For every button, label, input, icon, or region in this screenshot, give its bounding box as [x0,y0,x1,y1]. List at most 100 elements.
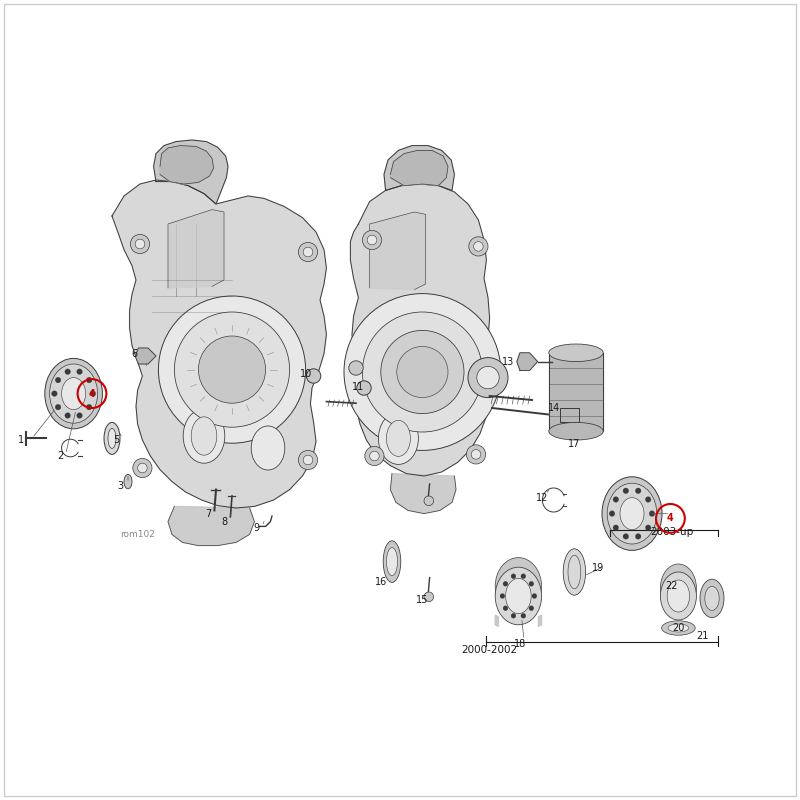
Ellipse shape [55,378,61,383]
Circle shape [474,242,483,251]
Polygon shape [350,184,490,476]
Ellipse shape [65,413,70,418]
Circle shape [135,239,145,249]
Ellipse shape [662,621,695,635]
Ellipse shape [646,525,651,530]
Ellipse shape [386,547,398,576]
Ellipse shape [77,369,82,374]
Ellipse shape [511,614,516,618]
Ellipse shape [563,549,586,595]
Circle shape [397,346,448,398]
Ellipse shape [55,404,61,410]
Circle shape [198,336,266,403]
Circle shape [357,381,371,395]
Ellipse shape [521,614,526,618]
Circle shape [424,592,434,602]
Circle shape [298,242,318,262]
Polygon shape [538,615,542,626]
Ellipse shape [90,391,96,397]
Ellipse shape [532,594,537,598]
Circle shape [298,450,318,470]
Text: 7: 7 [205,509,211,518]
Ellipse shape [45,358,102,429]
Ellipse shape [108,429,116,448]
Ellipse shape [62,378,86,410]
Text: 6: 6 [131,349,138,358]
Polygon shape [168,210,224,288]
Ellipse shape [65,369,70,374]
Ellipse shape [124,474,132,489]
Circle shape [174,312,290,427]
Ellipse shape [77,413,82,418]
Ellipse shape [623,488,629,494]
Ellipse shape [646,497,651,502]
Ellipse shape [610,511,614,517]
Text: 19: 19 [592,563,605,573]
Ellipse shape [86,404,92,410]
Text: 4: 4 [89,389,95,398]
Ellipse shape [529,606,534,610]
Polygon shape [549,353,603,431]
Ellipse shape [50,364,98,423]
Circle shape [158,296,306,443]
Circle shape [477,366,499,389]
Text: 18: 18 [514,639,526,649]
Ellipse shape [378,413,418,464]
Ellipse shape [661,564,696,612]
Circle shape [367,235,377,245]
Ellipse shape [700,579,724,618]
Polygon shape [160,146,214,184]
Text: 2: 2 [57,451,63,461]
Ellipse shape [705,586,719,610]
Polygon shape [517,353,538,370]
Ellipse shape [668,624,689,632]
Ellipse shape [613,497,618,502]
Ellipse shape [251,426,285,470]
Circle shape [133,458,152,478]
Text: 12: 12 [536,493,549,502]
Ellipse shape [549,344,603,362]
Text: 4: 4 [667,514,674,523]
Circle shape [362,230,382,250]
Text: 22: 22 [666,581,678,590]
Circle shape [466,445,486,464]
Circle shape [138,463,147,473]
Polygon shape [168,506,254,546]
Text: 1: 1 [18,435,24,445]
Text: 2000-2002: 2000-2002 [462,645,518,654]
Circle shape [370,451,379,461]
Text: 11: 11 [352,382,365,392]
Ellipse shape [506,578,531,614]
Ellipse shape [549,422,603,440]
Ellipse shape [183,409,225,463]
Ellipse shape [635,488,641,494]
Text: 14: 14 [547,403,560,413]
Circle shape [130,234,150,254]
Text: 8: 8 [221,517,227,526]
Ellipse shape [650,511,654,517]
Polygon shape [112,180,326,508]
Ellipse shape [613,525,618,530]
Circle shape [306,369,321,383]
Text: 9: 9 [253,523,259,533]
Ellipse shape [667,580,690,612]
Circle shape [424,496,434,506]
Ellipse shape [521,574,526,578]
Text: 20: 20 [672,623,685,633]
Ellipse shape [661,572,696,620]
Ellipse shape [52,391,58,397]
Ellipse shape [191,417,217,455]
Text: 5: 5 [113,435,119,445]
Polygon shape [390,474,456,514]
Polygon shape [384,146,454,190]
Ellipse shape [86,378,92,383]
Circle shape [365,446,384,466]
Ellipse shape [607,483,657,544]
Ellipse shape [602,477,662,550]
Text: 15: 15 [416,595,429,605]
Text: 2003-up: 2003-up [650,527,694,537]
FancyBboxPatch shape [560,408,579,422]
Polygon shape [370,212,426,290]
Text: 10: 10 [299,370,312,379]
Polygon shape [154,140,228,204]
